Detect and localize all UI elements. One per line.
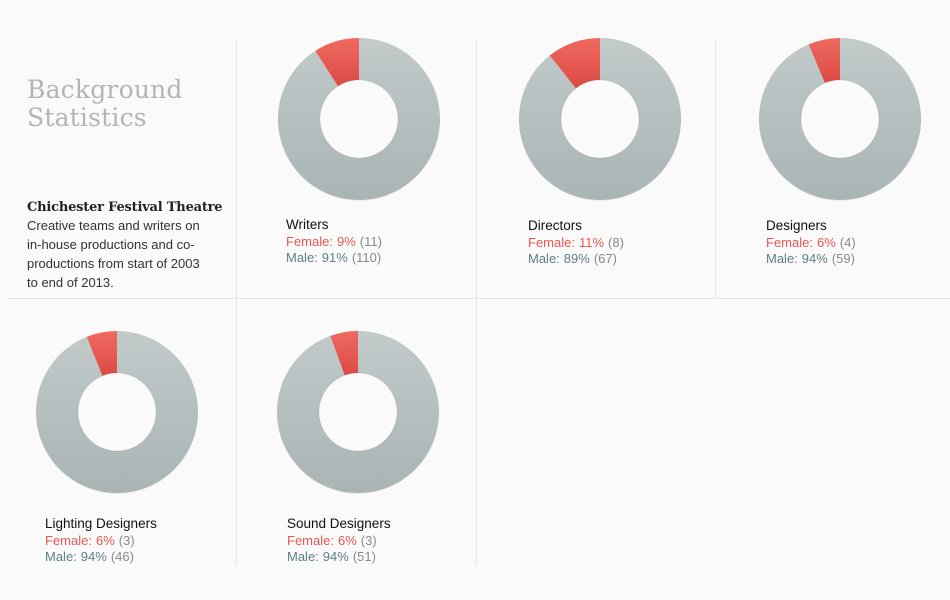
female-percent: 6% xyxy=(816,235,836,250)
male-count: (46) xyxy=(110,549,134,564)
legend-designers: Designers Female: 6% (4) Male: 94% (59) xyxy=(766,218,856,267)
slice-male xyxy=(277,331,439,493)
male-label: Male: xyxy=(528,251,560,266)
slice-male xyxy=(759,38,921,200)
legend-lighting-designers: Lighting Designers Female: 6% (3) Male: 94%… xyxy=(45,516,157,565)
legend-row-female: Female: 9% (11) xyxy=(286,234,382,250)
legend-row-female: Female: 6% (3) xyxy=(287,533,391,549)
donut-chart-sound-designers xyxy=(277,331,439,494)
male-label: Male: xyxy=(45,549,77,564)
slice-male xyxy=(35,331,199,493)
slice-female xyxy=(315,38,359,87)
slice-male xyxy=(519,38,681,200)
legend-row-female: Female: 6% (4) xyxy=(766,235,856,251)
venue-name: Chichester Festival Theatre xyxy=(27,200,223,215)
female-count: (11) xyxy=(359,234,382,249)
male-label: Male: xyxy=(287,549,319,564)
legend-directors: Directors Female: 11% (8) Male: 89% (67) xyxy=(528,218,624,267)
slice-female xyxy=(330,331,358,376)
female-count: (4) xyxy=(839,235,856,250)
female-label: Female: xyxy=(287,533,334,548)
legend-row-male: Male: 89% (67) xyxy=(528,251,624,267)
female-label: Female: xyxy=(528,235,575,250)
legend-sound-designers: Sound Designers Female: 6% (3) Male: 94% (51… xyxy=(287,516,391,565)
female-label: Female: xyxy=(286,234,333,249)
slice-female xyxy=(808,38,840,84)
male-percent: 94% xyxy=(80,549,107,564)
donut-chart-writers xyxy=(278,38,440,201)
chart-title: Sound Designers xyxy=(287,516,391,531)
male-label: Male: xyxy=(766,251,798,266)
row-divider xyxy=(6,298,950,299)
page-title: Background Statistics xyxy=(27,75,183,132)
slice-female xyxy=(549,38,600,89)
female-percent: 6% xyxy=(95,533,115,548)
donut-hole xyxy=(800,79,880,159)
male-percent: 94% xyxy=(322,549,349,564)
donut-hole xyxy=(319,79,399,159)
donut-chart-directors xyxy=(519,38,681,201)
male-percent: 89% xyxy=(563,251,590,266)
donut-hole xyxy=(318,372,398,452)
intro-description: Creative teams and writers on in-house p… xyxy=(27,218,200,290)
chart-title: Writers xyxy=(286,217,329,232)
male-label: Male: xyxy=(286,250,318,265)
donut-chart-lighting-designers xyxy=(35,331,199,494)
male-count: (51) xyxy=(352,549,376,564)
column-divider xyxy=(476,40,477,566)
slice-female xyxy=(86,331,117,376)
legend-row-male: Male: 94% (46) xyxy=(45,549,157,565)
legend-row-female: Female: 11% (8) xyxy=(528,235,624,251)
donut-hole xyxy=(560,79,640,159)
chart-title: Directors xyxy=(528,218,583,233)
male-percent: 91% xyxy=(321,250,348,265)
female-percent: 6% xyxy=(337,533,357,548)
female-count: (3) xyxy=(360,533,377,548)
legend-row-male: Male: 94% (59) xyxy=(766,251,856,267)
donut-chart-designers xyxy=(759,38,921,201)
male-count: (110) xyxy=(351,250,382,265)
female-label: Female: xyxy=(45,533,92,548)
slice-male xyxy=(278,38,440,200)
female-percent: 9% xyxy=(336,234,356,249)
female-count: (3) xyxy=(118,533,135,548)
legend-writers: Writers Female: 9% (11) Male: 91% (110) xyxy=(286,217,382,266)
chart-title: Designers xyxy=(766,218,827,233)
intro-panel: Background Statistics Chichester Festiva… xyxy=(27,76,227,292)
legend-row-male: Male: 94% (51) xyxy=(287,549,391,565)
legend-row-male: Male: 91% (110) xyxy=(286,250,382,266)
donut-hole xyxy=(77,372,157,452)
male-count: (59) xyxy=(831,251,855,266)
chart-title: Lighting Designers xyxy=(45,516,157,531)
male-count: (67) xyxy=(593,251,617,266)
legend-row-female: Female: 6% (3) xyxy=(45,533,157,549)
column-divider xyxy=(236,40,237,566)
female-label: Female: xyxy=(766,235,813,250)
column-divider xyxy=(715,40,716,298)
male-percent: 94% xyxy=(801,251,828,266)
female-count: (8) xyxy=(608,235,624,250)
female-percent: 11% xyxy=(578,235,605,250)
